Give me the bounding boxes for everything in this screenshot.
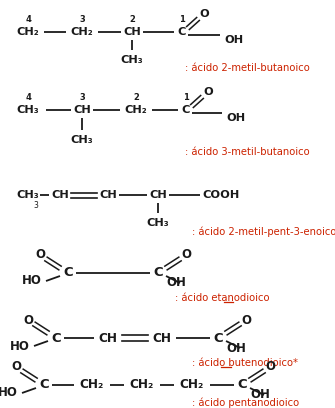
Text: O: O [199, 9, 209, 19]
Text: C: C [153, 266, 163, 279]
Text: CH₂: CH₂ [71, 27, 93, 37]
Text: OH: OH [166, 277, 186, 290]
Text: 2: 2 [133, 93, 139, 102]
Text: OH: OH [224, 35, 243, 45]
Text: C: C [237, 379, 247, 392]
Text: HO: HO [22, 275, 42, 288]
Text: O: O [11, 361, 21, 373]
Text: OH: OH [226, 341, 246, 355]
Text: 3: 3 [34, 200, 39, 209]
Text: : ácido 3-metil-butanoico: : ácido 3-metil-butanoico [185, 147, 310, 157]
Text: OH: OH [226, 113, 245, 123]
Text: 4: 4 [25, 93, 31, 102]
Text: 3: 3 [79, 15, 85, 24]
Text: C: C [178, 27, 186, 37]
Text: CH₃: CH₃ [16, 190, 39, 200]
Text: CH₃: CH₃ [147, 218, 169, 228]
Text: CH: CH [123, 27, 141, 37]
Text: C: C [51, 331, 61, 344]
Text: : ácido butenodioico*: : ácido butenodioico* [192, 358, 298, 368]
Text: CH₂: CH₂ [125, 105, 147, 115]
Text: O: O [23, 313, 33, 326]
Text: 4: 4 [25, 15, 31, 24]
Text: O: O [241, 313, 251, 326]
Text: 3: 3 [79, 93, 85, 102]
Text: : ácido 2-metil-pent-3-enoico: : ácido 2-metil-pent-3-enoico [192, 227, 335, 237]
Text: 1: 1 [179, 15, 185, 24]
Text: : ácido pentanodioico: : ácido pentanodioico [192, 398, 299, 408]
Text: C: C [213, 331, 223, 344]
Text: CH: CH [73, 105, 91, 115]
Text: HO: HO [10, 339, 30, 353]
Text: C: C [63, 266, 73, 279]
Text: CH₂: CH₂ [80, 379, 104, 392]
Text: O: O [35, 248, 45, 262]
Text: 2: 2 [129, 15, 135, 24]
Text: CH₂: CH₂ [130, 379, 154, 392]
Text: OH: OH [250, 388, 270, 401]
Text: O: O [265, 361, 275, 373]
Text: HO: HO [0, 386, 18, 399]
Text: CH: CH [51, 190, 69, 200]
Text: CH₂: CH₂ [180, 379, 204, 392]
Text: O: O [181, 248, 191, 262]
Text: COOH: COOH [202, 190, 239, 200]
Text: CH₃: CH₃ [121, 55, 143, 65]
Text: O: O [203, 87, 213, 97]
Text: CH₃: CH₃ [71, 135, 93, 145]
Text: CH: CH [149, 190, 167, 200]
Text: : ácido 2-metil-butanoico: : ácido 2-metil-butanoico [185, 63, 310, 73]
Text: CH: CH [152, 331, 172, 344]
Text: C: C [182, 105, 190, 115]
Text: CH: CH [98, 331, 118, 344]
Text: : ácido etanodioico: : ácido etanodioico [175, 293, 269, 303]
Text: CH₂: CH₂ [17, 27, 40, 37]
Text: CH: CH [99, 190, 117, 200]
Text: 1: 1 [183, 93, 189, 102]
Text: C: C [39, 379, 49, 392]
Text: CH₃: CH₃ [17, 105, 39, 115]
